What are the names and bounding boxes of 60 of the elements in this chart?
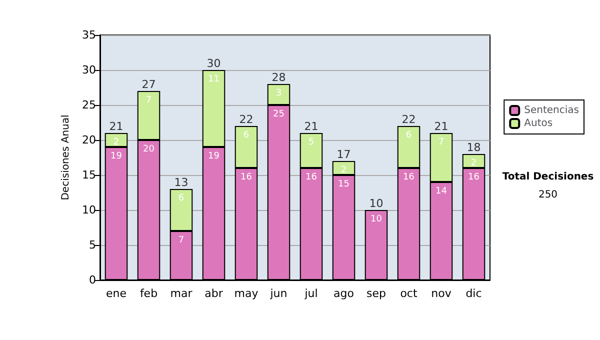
data-label: 7 (178, 236, 184, 246)
x-tick-label: dic (466, 287, 482, 300)
data-label: 6 (406, 130, 412, 140)
total-label: 13 (174, 176, 188, 189)
data-label: 15 (338, 180, 350, 190)
total-label: 18 (466, 141, 481, 154)
x-tick-label: ago (334, 287, 354, 300)
total-label: 10 (369, 197, 384, 210)
legend-label: Autos (524, 118, 553, 129)
y-axis-title: Decisiones Anual (60, 114, 72, 200)
y-tick-label: 15 (82, 168, 96, 182)
y-tick-label: 20 (82, 134, 96, 146)
data-label: 25 (273, 110, 284, 120)
data-label: 20 (143, 144, 155, 154)
data-label: 3 (276, 88, 282, 98)
data-label: 16 (306, 172, 318, 182)
x-tick-label: mar (170, 287, 193, 300)
x-tick-label: jun (269, 287, 288, 300)
data-label: 2 (470, 158, 477, 168)
data-label: 6 (243, 130, 250, 140)
y-tick-label: 0 (89, 274, 96, 286)
data-label: 2 (340, 166, 347, 176)
data-label: 14 (436, 186, 448, 196)
text: Total Decisiones (502, 172, 594, 182)
total-label: 22 (239, 113, 254, 126)
x-tick-label: jul (304, 287, 318, 300)
text: 250 (538, 190, 558, 200)
total-label: 21 (304, 120, 318, 133)
data-label: 19 (208, 152, 220, 162)
x-tick-label: nov (431, 287, 452, 300)
legend-label: Sentencias (524, 105, 580, 116)
x-tick-label: oct (400, 287, 418, 300)
y-tick-label: 5 (89, 238, 96, 252)
y-tick-label: 35 (82, 28, 96, 42)
total-label: 21 (109, 120, 124, 133)
data-label: 16 (403, 172, 415, 182)
y-tick-label: 30 (82, 64, 96, 76)
data-label: 6 (178, 194, 184, 204)
total-label: 22 (402, 113, 416, 126)
x-tick-label: ene (106, 287, 127, 300)
x-tick-label: feb (140, 287, 158, 300)
data-label: 7 (438, 138, 444, 148)
data-label: 19 (110, 152, 122, 162)
total-label: 27 (142, 78, 156, 91)
x-tick-label: sep (366, 287, 386, 300)
data-label: 11 (208, 74, 220, 84)
total-label: 28 (272, 71, 286, 84)
x-tick-label: may (234, 287, 259, 300)
data-label: 10 (370, 214, 382, 224)
data-label: 16 (468, 172, 480, 182)
data-label: 2 (113, 138, 120, 148)
x-tick-label: abr (204, 287, 224, 300)
data-label: 5 (308, 138, 314, 148)
total-label: 21 (434, 120, 448, 133)
total-label: 30 (206, 57, 221, 70)
total-label: 17 (336, 148, 351, 161)
y-tick-label: 10 (82, 204, 96, 216)
data-label: 7 (146, 96, 152, 106)
data-label: 16 (240, 172, 252, 182)
y-tick-label: 25 (82, 98, 96, 112)
